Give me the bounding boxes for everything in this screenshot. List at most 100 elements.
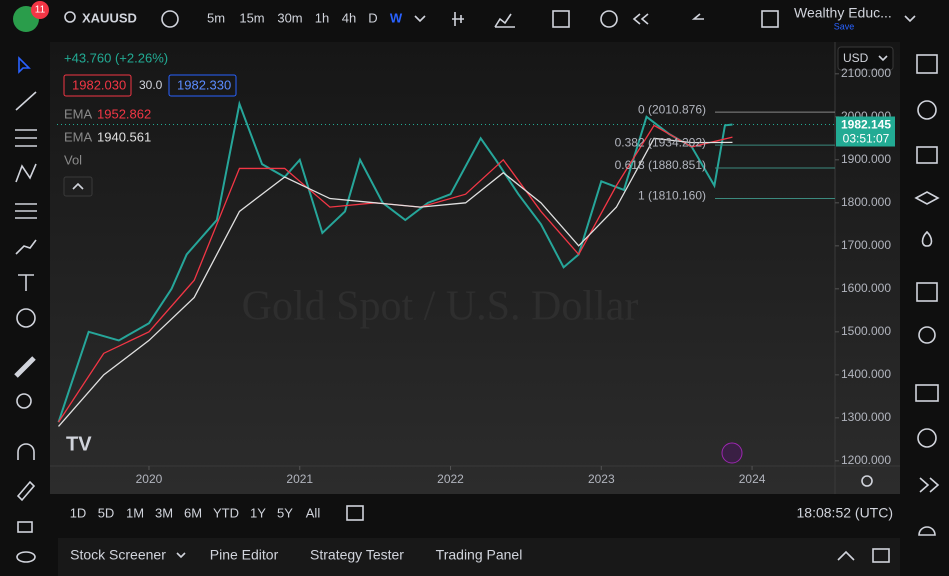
range-button[interactable]: All [306,505,321,520]
range-button[interactable]: 1D [70,505,87,520]
screener-menu[interactable] [176,552,186,559]
range-button[interactable]: 5D [98,505,115,520]
layout-name[interactable]: Wealthy Educ... [794,5,892,21]
x-tick-label: 2022 [437,472,464,486]
notifications[interactable] [918,526,936,536]
sell-box[interactable] [63,74,132,97]
range-button[interactable]: 6M [184,505,202,520]
y-tick-label: 1400.000 [841,367,891,381]
interval[interactable]: D [368,10,377,25]
interval[interactable]: 5m [207,10,225,25]
maximize-panel[interactable] [837,550,855,561]
range-button[interactable]: 3M [155,505,173,520]
lock[interactable] [17,521,33,533]
range-button[interactable]: 1Y [250,505,266,520]
symbol[interactable]: XAUUSD [82,10,137,25]
panel-tab[interactable]: Stock Screener [70,547,166,563]
panel-tab[interactable]: Pine Editor [210,547,279,563]
templates[interactable] [552,10,570,28]
text-tool[interactable] [18,274,34,291]
visibility[interactable] [16,551,36,563]
y-tick-label: 1800.000 [841,195,891,209]
chart-pane [50,42,900,494]
hotlists[interactable] [921,230,933,247]
indicators[interactable] [494,13,515,28]
buy-box[interactable] [168,74,237,97]
range-button[interactable]: 5Y [277,505,293,520]
volume-label: Vol [64,152,82,167]
interval[interactable]: 15m [239,10,264,25]
change: +43.760 (+2.26%) [64,50,168,65]
last-price: 1982.145 [841,118,891,132]
watchlist[interactable] [916,54,938,74]
zoom-tool[interactable] [16,393,32,409]
right-toolbar [904,42,949,576]
clock: 18:08:52 (UTC) [797,505,893,521]
magnet[interactable] [17,443,35,460]
data-window[interactable] [916,146,938,164]
x-tick-label: 2024 [739,472,766,486]
badge-count: 11 [35,5,46,16]
trend-line[interactable] [15,91,37,111]
collapse-icon [72,182,84,190]
spread: 30.0 [139,78,163,92]
ema-label: EMA [64,106,93,121]
countdown: 03:51:07 [843,132,890,146]
icon-tool[interactable] [16,308,36,328]
chart-type[interactable] [452,12,464,26]
interval[interactable]: 1h [315,10,329,25]
x-tick-label: 2020 [136,472,163,486]
layout-icon[interactable] [761,10,779,28]
forecast-tool[interactable] [15,203,37,219]
range-button[interactable]: YTD [213,505,239,520]
replay[interactable] [632,13,649,25]
ema-value: 1940.561 [97,129,151,144]
x-tick-label: 2023 [588,472,615,486]
search-icon[interactable] [64,11,76,23]
chat[interactable] [915,384,939,402]
bid[interactable]: 1982.030 [72,77,126,92]
settings[interactable] [861,475,873,487]
collapse-legend[interactable] [63,176,93,197]
layout-menu[interactable] [904,15,916,23]
measure-tool[interactable] [14,356,36,378]
alerts[interactable] [917,100,937,120]
panel-bar [58,538,900,576]
interval[interactable]: 30m [277,10,302,25]
interval-menu[interactable] [414,15,426,23]
panel-layout[interactable] [872,548,890,563]
pattern-tool[interactable] [15,163,37,183]
alert[interactable] [600,10,618,28]
price-line [57,100,733,423]
range-button[interactable]: 1M [126,505,144,520]
event-marker[interactable] [721,442,743,464]
panel-tab[interactable]: Strategy Tester [310,547,404,563]
add-symbol[interactable] [161,10,179,28]
currency-menu [878,55,888,62]
streams[interactable] [917,428,937,448]
date-range[interactable] [346,505,364,521]
ideas[interactable] [918,326,936,344]
drawing-tools [14,56,37,563]
bottom-bar [50,496,900,532]
fib-tool[interactable] [15,129,37,147]
calendar[interactable] [916,282,938,302]
currency-button[interactable] [837,46,894,71]
pine[interactable] [919,477,940,493]
y-tick-label: 1900.000 [841,152,891,166]
drawing-mode[interactable] [16,480,36,502]
x-tick-label: 2021 [286,472,313,486]
interval[interactable]: W [390,10,403,25]
brush-tool[interactable] [15,239,37,255]
ask[interactable]: 1982.330 [177,77,231,92]
panel-tab[interactable]: Trading Panel [436,547,523,563]
cursor-tool[interactable] [18,56,31,74]
fib-label: 0.618 (1880.851) [615,158,706,172]
save[interactable]: Save [834,21,855,31]
y-tick-label: 1300.000 [841,410,891,424]
undo[interactable] [691,13,704,20]
interval[interactable]: 4h [342,10,356,25]
object-tree[interactable] [914,191,940,205]
currency[interactable]: USD [843,51,869,65]
